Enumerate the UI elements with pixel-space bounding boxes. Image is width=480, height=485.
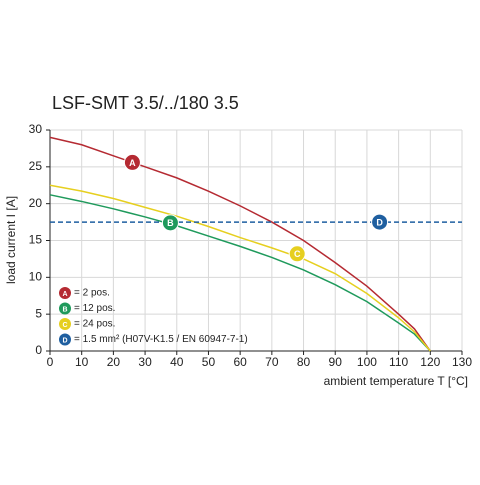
- series-line: [49, 184, 431, 352]
- x-tick-label: 50: [202, 355, 216, 369]
- x-tick-label: 130: [452, 355, 472, 369]
- marker-label: C: [294, 249, 301, 259]
- y-tick-label: 15: [29, 233, 43, 247]
- legend-marker: [59, 333, 71, 346]
- x-tick-label: 90: [329, 355, 343, 369]
- x-tick-label: 30: [138, 355, 152, 369]
- legend-label: = 2 pos.: [74, 288, 110, 299]
- legend-label: = 1.5 mm² (H07V-K1.5 / EN 60947-7-1): [74, 334, 248, 345]
- x-tick-label: 100: [357, 355, 377, 369]
- y-tick-label: 25: [29, 159, 43, 173]
- y-tick-label: 20: [29, 196, 43, 210]
- x-tick-label: 70: [265, 355, 279, 369]
- legend-marker-label: A: [62, 291, 67, 298]
- x-axis-label: ambient temperature T [°C]: [324, 374, 468, 388]
- x-tick-label: 110: [389, 355, 408, 369]
- series-line: [49, 194, 431, 352]
- y-tick-label: 30: [29, 122, 43, 136]
- point-marker: [288, 245, 306, 263]
- legend-marker-label: B: [62, 306, 67, 313]
- legend-marker-label: C: [62, 322, 67, 329]
- x-tick-label: 80: [297, 355, 311, 369]
- marker-label: D: [376, 217, 383, 227]
- x-tick-label: 10: [75, 355, 89, 369]
- legend-marker-label: D: [62, 337, 67, 344]
- point-marker: [161, 214, 179, 232]
- legend-marker: [59, 318, 71, 330]
- x-tick-label: 60: [233, 355, 247, 369]
- y-tick-label: 10: [29, 270, 43, 284]
- x-tick-label: 40: [170, 355, 184, 369]
- marker-label: A: [129, 158, 136, 168]
- legend-marker: [59, 302, 71, 315]
- y-axis-label: load current I [A]: [4, 196, 18, 284]
- legend-marker: [59, 287, 71, 299]
- point-marker: [123, 153, 141, 171]
- x-tick-label: 0: [47, 355, 54, 369]
- legend-label: = 24 pos.: [74, 319, 115, 330]
- marker-label: B: [167, 218, 174, 228]
- legend-label: = 12 pos.: [74, 303, 115, 314]
- chart-title: LSF-SMT 3.5/../180 3.5: [52, 93, 239, 113]
- series-line: [49, 136, 431, 352]
- y-tick-label: 5: [35, 306, 42, 320]
- x-tick-label: 120: [420, 355, 440, 369]
- y-tick-label: 0: [35, 343, 42, 357]
- x-tick-label: 20: [107, 355, 121, 369]
- point-marker: [371, 213, 389, 231]
